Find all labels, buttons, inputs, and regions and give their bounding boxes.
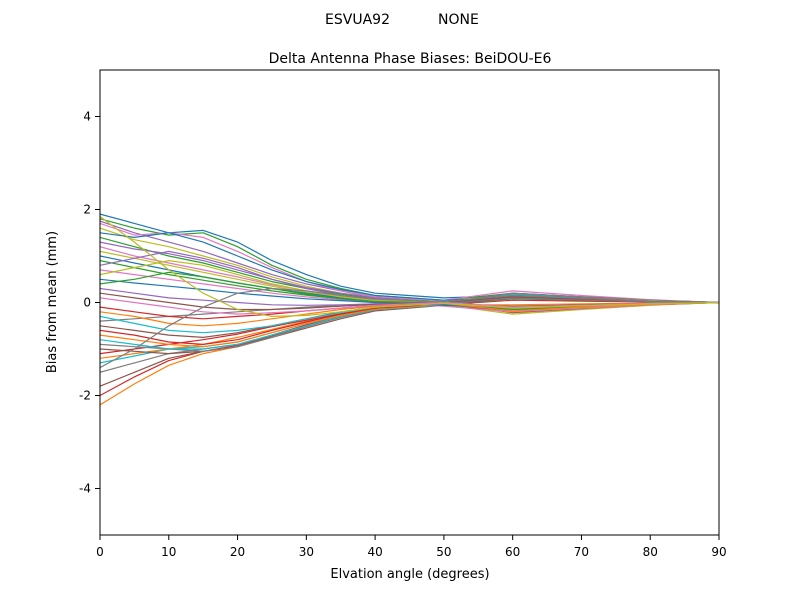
y-tick-label: 2 bbox=[83, 203, 91, 217]
x-tick-label: 70 bbox=[574, 545, 589, 559]
suptitle-antenna: NONE bbox=[438, 12, 479, 28]
x-tick-label: 10 bbox=[161, 545, 176, 559]
x-tick-label: 90 bbox=[711, 545, 726, 559]
x-tick-label: 50 bbox=[436, 545, 451, 559]
series-line bbox=[100, 292, 719, 322]
y-tick-label: 0 bbox=[83, 296, 91, 310]
series-line bbox=[100, 250, 719, 315]
axes-title: Delta Antenna Phase Biases: BeiDOU-E6 bbox=[269, 51, 552, 67]
x-tick-label: 60 bbox=[505, 545, 520, 559]
series-line bbox=[100, 215, 719, 317]
x-tick-label: 0 bbox=[96, 545, 104, 559]
series-group bbox=[100, 213, 719, 406]
x-axis-label: Elvation angle (degrees) bbox=[330, 567, 489, 582]
y-axis: -4 -2 0 2 4 bbox=[79, 110, 100, 496]
y-axis-label: Bias from mean (mm) bbox=[45, 231, 60, 373]
series-line bbox=[100, 292, 719, 311]
suptitle-station: ESVUA92 bbox=[325, 12, 390, 28]
series-line bbox=[100, 260, 719, 304]
x-axis: 0 10 20 30 40 50 60 70 80 90 bbox=[96, 535, 727, 559]
series-line bbox=[100, 222, 719, 304]
y-tick-label: -4 bbox=[79, 482, 91, 496]
x-tick-label: 80 bbox=[643, 545, 658, 559]
y-tick-label: -2 bbox=[79, 389, 91, 403]
series-line bbox=[100, 269, 719, 313]
x-tick-label: 20 bbox=[230, 545, 245, 559]
series-line bbox=[100, 301, 719, 327]
series-line bbox=[100, 287, 719, 369]
y-tick-label: 4 bbox=[83, 110, 91, 124]
x-tick-label: 40 bbox=[367, 545, 382, 559]
x-tick-label: 30 bbox=[299, 545, 314, 559]
